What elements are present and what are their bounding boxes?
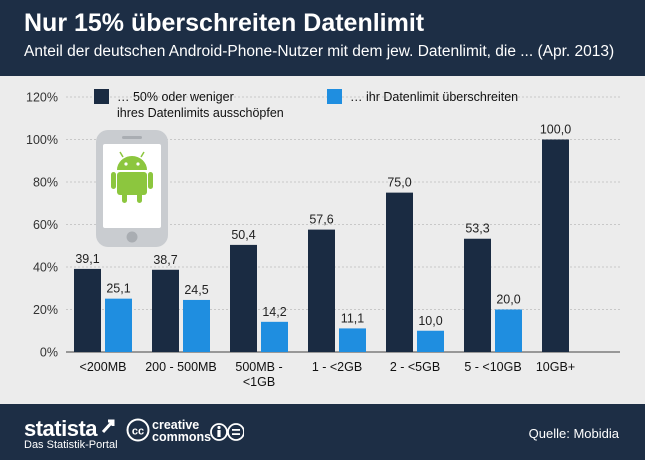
data-label: 24,5 bbox=[184, 283, 208, 297]
data-label: 57,6 bbox=[309, 213, 333, 227]
legend-label: ihres Datenlimits ausschöpfen bbox=[117, 106, 284, 120]
y-tick-label: 100% bbox=[26, 133, 58, 147]
legend-label: … ihr Datenlimit überschreiten bbox=[350, 90, 518, 104]
x-tick-label: 10GB+ bbox=[536, 360, 575, 374]
bar bbox=[464, 238, 491, 352]
noderivs-icon bbox=[227, 423, 244, 441]
data-label: 10,0 bbox=[418, 314, 442, 328]
bar bbox=[417, 330, 444, 352]
data-label: 100,0 bbox=[540, 123, 571, 137]
statista-logo[interactable]: statista bbox=[24, 416, 98, 441]
legend-swatch bbox=[94, 89, 109, 104]
android-eye-right bbox=[136, 162, 140, 166]
chart-title: Nur 15% überschreiten Datenlimit bbox=[24, 9, 425, 37]
android-leg-left bbox=[122, 192, 127, 203]
android-arm-right bbox=[148, 172, 153, 189]
bar bbox=[230, 244, 257, 352]
bar bbox=[152, 269, 179, 352]
data-label: 50,4 bbox=[231, 228, 255, 242]
bar bbox=[74, 268, 101, 352]
attribution-icon bbox=[210, 423, 228, 441]
x-tick-label: <200MB bbox=[80, 360, 127, 374]
bar bbox=[495, 309, 522, 352]
legend-swatch bbox=[327, 89, 342, 104]
y-axis: 0% 20% 40% 60% 80% 100% 120% bbox=[26, 91, 58, 360]
data-label: 20,0 bbox=[496, 293, 520, 307]
header-bar: Nur 15% überschreiten Datenlimit Anteil … bbox=[0, 0, 645, 76]
y-tick-label: 60% bbox=[33, 218, 58, 232]
bars bbox=[74, 139, 569, 352]
android-eye-left bbox=[124, 162, 128, 166]
x-tick-label: 1 - <2GB bbox=[312, 360, 362, 374]
cc-text-line1: creative bbox=[152, 418, 199, 432]
x-tick-label: 200 - 500MB bbox=[145, 360, 217, 374]
source-note: Quelle: Mobidia bbox=[528, 426, 619, 441]
data-label: 11,1 bbox=[341, 311, 364, 325]
bar bbox=[105, 298, 132, 352]
y-tick-label: 0% bbox=[40, 346, 58, 360]
x-tick-label: 2 - <5GB bbox=[390, 360, 440, 374]
android-antenna-left bbox=[119, 151, 124, 158]
bar bbox=[386, 192, 413, 352]
cc-text-line2: commons bbox=[152, 430, 211, 444]
phone-speaker bbox=[122, 136, 142, 139]
data-label: 53,3 bbox=[465, 222, 489, 236]
x-tick-label: <1GB bbox=[243, 375, 275, 389]
android-arm-left bbox=[111, 172, 116, 189]
legend: … 50% oder weniger ihres Datenlimits auss… bbox=[94, 89, 518, 120]
bar bbox=[339, 328, 366, 352]
phone-home-button bbox=[126, 231, 138, 243]
android-phone-icon bbox=[96, 130, 168, 247]
android-leg-right bbox=[137, 192, 142, 203]
android-head bbox=[117, 156, 147, 170]
y-tick-label: 120% bbox=[26, 91, 58, 105]
bar bbox=[183, 299, 210, 352]
footer-bar: statista Das Statistik-Portal cc creativ… bbox=[0, 404, 645, 460]
data-label: 25,1 bbox=[106, 282, 130, 296]
data-label: 14,2 bbox=[262, 305, 286, 319]
data-label: 75,0 bbox=[387, 176, 411, 190]
creative-commons-icon[interactable]: cc creative commons bbox=[126, 416, 244, 448]
chart-subtitle: Anteil der deutschen Android-Phone-Nutze… bbox=[24, 43, 615, 60]
x-tick-label: 5 - <10GB bbox=[464, 360, 521, 374]
android-body bbox=[117, 172, 147, 195]
statista-icon bbox=[101, 419, 115, 434]
y-tick-label: 20% bbox=[33, 303, 58, 317]
x-tick-label: 500MB - bbox=[235, 360, 282, 374]
data-label: 39,1 bbox=[75, 252, 99, 266]
data-label: 38,7 bbox=[153, 253, 177, 267]
statista-tagline: Das Statistik-Portal bbox=[24, 439, 118, 451]
bar bbox=[308, 229, 335, 352]
data-labels: 39,1 25,1 38,7 24,5 50,4 14,2 57,6 11,1 75,0 10,0… bbox=[75, 123, 571, 328]
bar bbox=[542, 139, 569, 352]
bar-chart: 0% 20% 40% 60% 80% 100% 120% 39,1 25,1 38,7 24,5 5… bbox=[26, 89, 620, 389]
y-tick-label: 80% bbox=[33, 176, 58, 190]
bar bbox=[261, 321, 288, 352]
y-tick-label: 40% bbox=[33, 261, 58, 275]
android-phone-drawing bbox=[96, 130, 168, 247]
legend-label: … 50% oder weniger bbox=[117, 90, 234, 104]
cc-mark: cc bbox=[132, 426, 144, 438]
android-antenna-right bbox=[140, 151, 145, 158]
x-axis: <200MB 200 - 500MB 500MB -<1GB 1 - <2GB 2 - … bbox=[80, 360, 576, 389]
